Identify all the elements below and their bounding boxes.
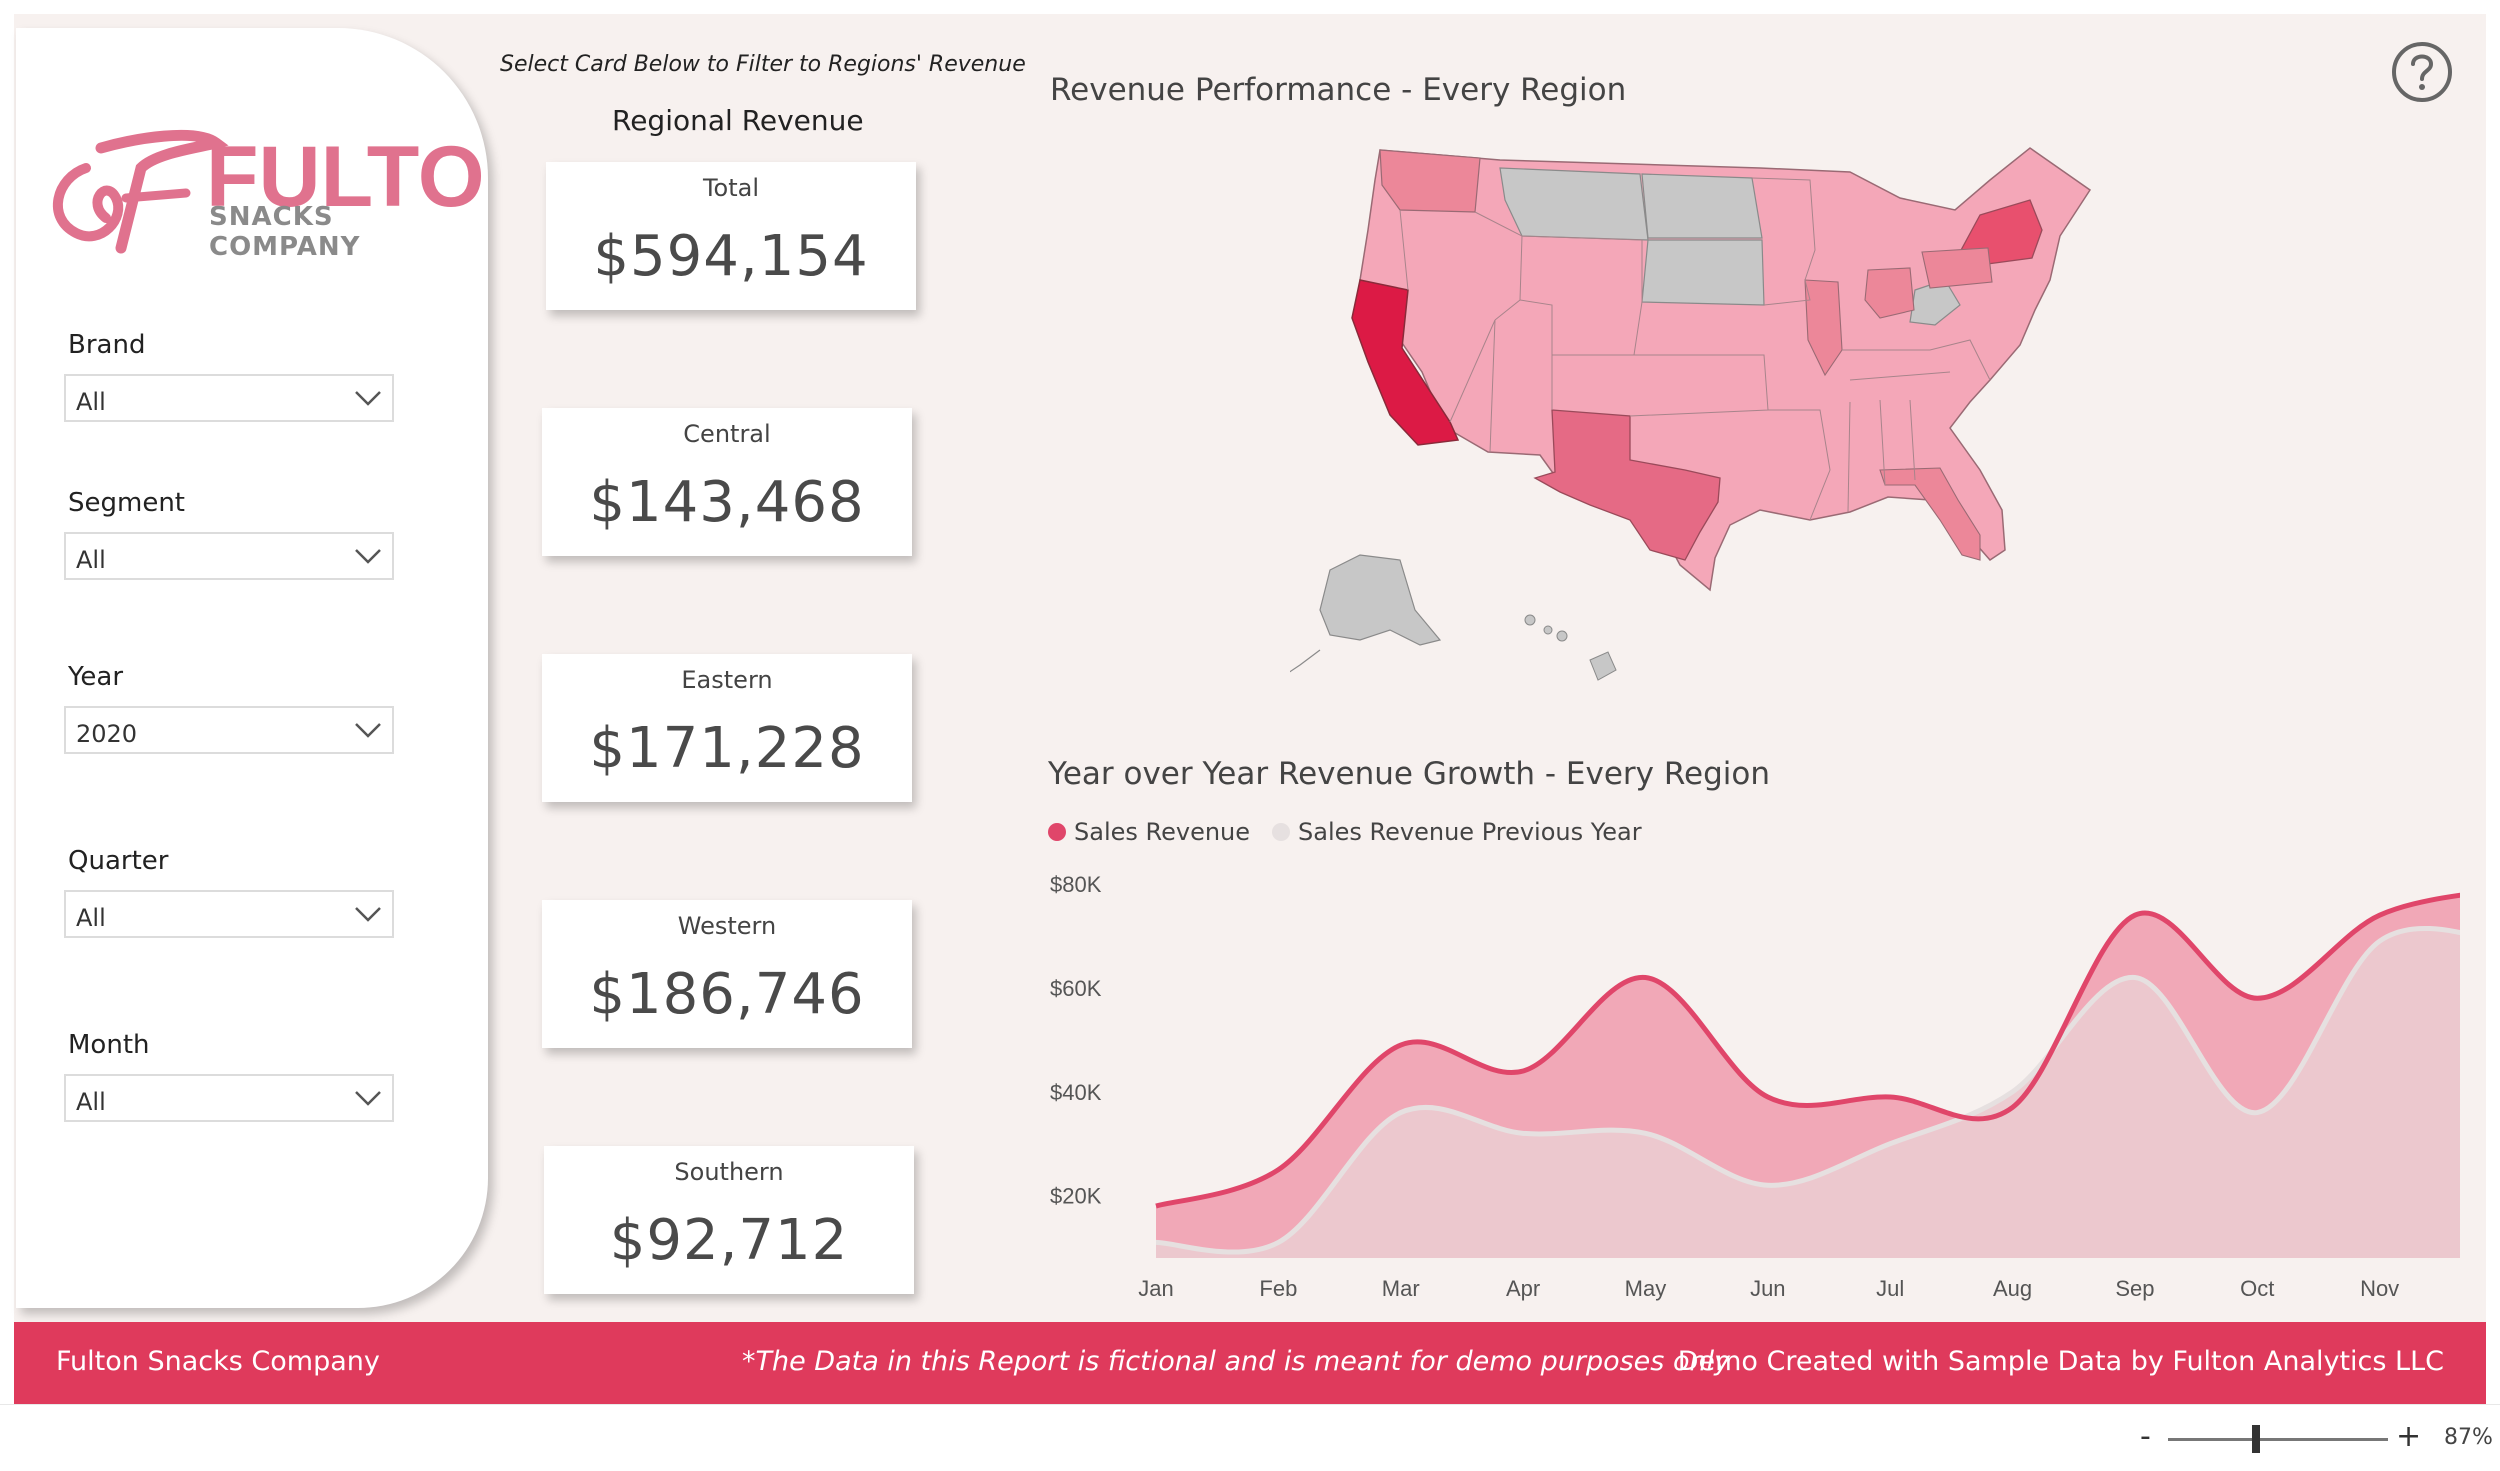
zoom-level: 87% — [2444, 1425, 2493, 1450]
chevron-down-icon — [355, 549, 381, 564]
card-label: Southern — [674, 1158, 784, 1186]
zoom-slider-thumb[interactable] — [2252, 1425, 2260, 1453]
card-southern[interactable]: Southern $92,712 — [544, 1146, 914, 1294]
state-borders — [1399, 177, 1991, 521]
alaska-shape — [1319, 554, 1442, 646]
x-tick-label: Jun — [1750, 1276, 1785, 1301]
chevron-down-icon — [355, 1091, 381, 1106]
card-label: Total — [702, 174, 760, 202]
brand-label: Brand — [68, 330, 146, 360]
regional-revenue-title: Regional Revenue — [612, 104, 864, 137]
card-central[interactable]: Central $143,468 — [542, 408, 912, 556]
chevron-down-icon — [355, 723, 381, 738]
zoom-out-button[interactable]: - — [2140, 1419, 2151, 1454]
quarter-label: Quarter — [68, 846, 169, 876]
montana-shape — [1499, 167, 1649, 241]
quarter-dropdown[interactable]: All — [64, 890, 394, 938]
illinois-shape — [1804, 279, 1843, 377]
chart-title: Year over Year Revenue Growth - Every Re… — [1048, 756, 1770, 792]
svg-text:FULTON: FULTON — [206, 129, 486, 225]
legend-label-sales[interactable]: Sales Revenue — [1074, 818, 1251, 846]
filter-hint: Select Card Below to Filter to Regions' … — [500, 52, 1026, 77]
previous-year-area — [1156, 928, 2460, 1258]
sales-revenue-line[interactable] — [1155, 889, 2460, 1209]
north-dakota-shape — [1641, 173, 1763, 239]
x-tick-label: Oct — [2240, 1276, 2274, 1301]
map-title: Revenue Performance - Every Region — [1050, 72, 1627, 108]
south-dakota-shape — [1641, 239, 1765, 306]
florida-shape — [1879, 467, 1981, 561]
card-label: Western — [677, 912, 777, 940]
zoom-slider-track[interactable] — [2168, 1438, 2388, 1441]
card-total[interactable]: Total $594,154 — [546, 162, 916, 310]
ohio-shape — [1864, 267, 1915, 319]
chart-legend: Sales Revenue Sales Revenue Previous Yea… — [1048, 818, 1642, 846]
pennsylvania-shape — [1921, 247, 1993, 289]
card-label: Central — [683, 420, 771, 448]
footer-bar: Fulton Snacks Company *The Data in this … — [14, 1322, 2486, 1404]
x-tick-label: Jul — [1876, 1276, 1904, 1301]
chevron-down-icon — [355, 907, 381, 922]
quarter-value: All — [76, 904, 106, 932]
us-region-map[interactable] — [1290, 140, 2230, 700]
segment-dropdown[interactable]: All — [64, 532, 394, 580]
x-tick-label: Feb — [1259, 1276, 1297, 1301]
year-value: 2020 — [76, 720, 138, 748]
year-dropdown[interactable]: 2020 — [64, 706, 394, 754]
y-tick-label: $40K — [1050, 1080, 1102, 1105]
y-tick-label: $20K — [1050, 1184, 1102, 1209]
washington-shape — [1379, 149, 1481, 213]
segment-label: Segment — [68, 488, 185, 518]
x-tick-label: Apr — [1506, 1276, 1540, 1301]
year-label: Year — [68, 662, 124, 692]
yoy-area-chart[interactable]: $20K $40K $60K $80K Jan Feb Mar Apr May Jun Jul Aug… — [1040, 860, 2460, 1320]
y-tick-label: $60K — [1050, 976, 1102, 1001]
california-shape — [1351, 279, 1460, 446]
card-value: $143,468 — [589, 470, 865, 535]
card-value: $594,154 — [593, 224, 869, 289]
alaska-islands — [1290, 649, 1321, 673]
hawaii-shape — [1524, 614, 1617, 681]
segment-value: All — [76, 546, 106, 574]
brand-value: All — [76, 388, 106, 416]
legend-dot-previous — [1272, 823, 1291, 841]
legend-dot-sales — [1048, 823, 1066, 841]
x-tick-label: May — [1625, 1276, 1667, 1301]
x-tick-label: Jan — [1138, 1276, 1173, 1301]
card-value: $171,228 — [589, 716, 865, 781]
chevron-down-icon — [355, 391, 381, 406]
texas-shape — [1533, 409, 1721, 561]
card-value: $92,712 — [609, 1208, 849, 1273]
brand-dropdown[interactable]: All — [64, 374, 394, 422]
month-label: Month — [68, 1030, 150, 1060]
x-tick-label: Aug — [1993, 1276, 2032, 1301]
card-value: $186,746 — [589, 962, 865, 1027]
x-tick-label: Sep — [2115, 1276, 2154, 1301]
month-dropdown[interactable]: All — [64, 1074, 394, 1122]
zoom-in-button[interactable]: + — [2396, 1419, 2422, 1454]
footer-left-text: Fulton Snacks Company — [56, 1346, 380, 1377]
x-tick-label: Nov — [2360, 1276, 2399, 1301]
month-value: All — [76, 1088, 106, 1116]
card-western[interactable]: Western $186,746 — [542, 900, 912, 1048]
previous-year-line[interactable] — [1155, 925, 2460, 1255]
help-icon[interactable] — [2390, 40, 2454, 104]
fulton-logo: FULTON — [53, 129, 486, 254]
x-tick-label: Mar — [1382, 1276, 1420, 1301]
card-label: Eastern — [681, 666, 773, 694]
logo-subtext: SNACKS COMPANY — [209, 202, 361, 262]
y-tick-label: $80K — [1050, 872, 1102, 897]
footer-right-text: Demo Created with Sample Data by Fulton … — [1677, 1346, 2444, 1377]
zoom-bar: - + 87% — [0, 1404, 2500, 1471]
footer-center-text: *The Data in this Report is fictional an… — [742, 1346, 1731, 1377]
card-eastern[interactable]: Eastern $171,228 — [542, 654, 912, 802]
legend-label-previous[interactable]: Sales Revenue Previous Year — [1298, 818, 1642, 846]
